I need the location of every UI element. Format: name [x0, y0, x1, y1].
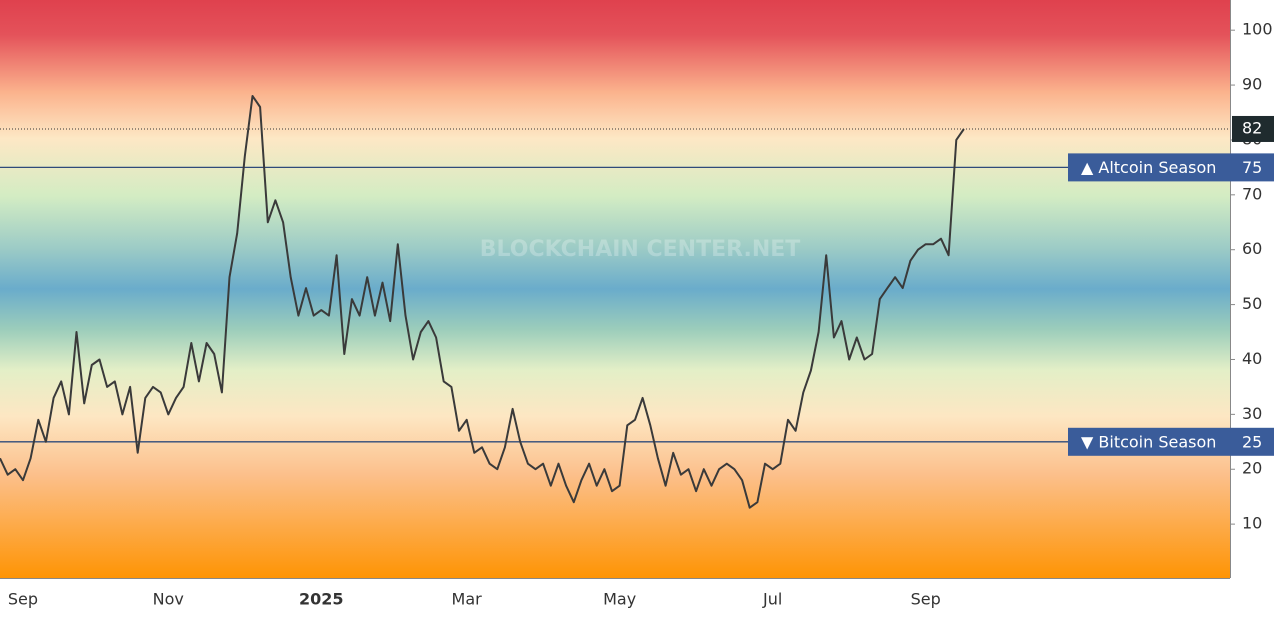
threshold-box: [1068, 427, 1274, 456]
y-tick-label: 50: [1242, 294, 1262, 313]
y-tick-label: 70: [1242, 184, 1262, 203]
watermark: BLOCKCHAIN CENTER.NET: [480, 237, 801, 262]
x-tick-label: May: [603, 590, 636, 609]
last-value-label: 82: [1242, 118, 1262, 137]
y-tick-label: 10: [1242, 514, 1262, 533]
threshold-value: 25: [1242, 432, 1262, 451]
x-tick-label: Nov: [153, 590, 184, 609]
threshold-value: 75: [1242, 158, 1262, 177]
x-tick-label: Sep: [911, 590, 941, 609]
y-tick-label: 30: [1242, 404, 1262, 423]
threshold-label: ▲ Altcoin Season: [1081, 158, 1216, 177]
y-tick-label: 60: [1242, 239, 1262, 258]
threshold-label: ▼ Bitcoin Season: [1081, 432, 1216, 451]
x-tick-label: 2025: [299, 590, 344, 609]
last-value-box: [1232, 115, 1274, 142]
threshold-box: [1068, 153, 1274, 182]
y-tick-label: 20: [1242, 459, 1262, 478]
x-tick-label: Mar: [452, 590, 483, 609]
line-series: [0, 95, 965, 509]
y-tick-label: 90: [1242, 75, 1262, 94]
y-tick-label: 40: [1242, 349, 1262, 368]
y-tick-label: 100: [1242, 20, 1273, 39]
x-tick-label: Jul: [762, 590, 782, 609]
x-tick-label: Sep: [8, 590, 38, 609]
plot-background: [0, 0, 1230, 578]
